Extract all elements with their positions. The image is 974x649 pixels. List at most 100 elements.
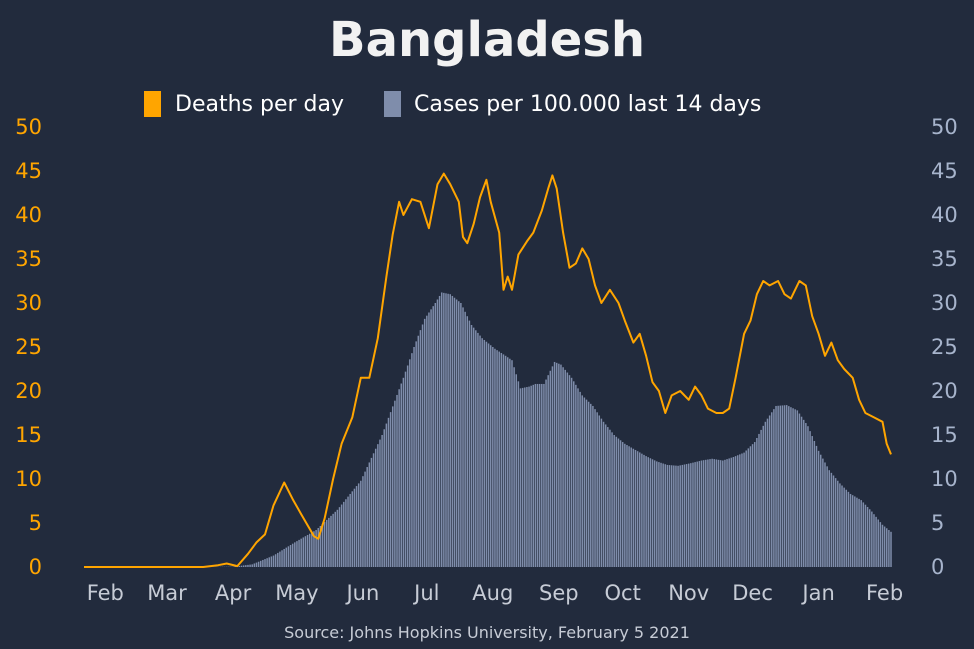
cases-bar (768, 415, 771, 567)
cases-bar (406, 365, 409, 567)
cases-bar (802, 419, 805, 567)
cases-bar (766, 418, 769, 567)
cases-bar (692, 462, 694, 567)
cases-bar (447, 293, 449, 567)
cases-bar (566, 372, 569, 567)
x-axis: Feb Mar Apr May Jun Jul Aug Sep Oct Nov Dec Jan Feb (87, 581, 903, 605)
cases-bar (883, 526, 886, 567)
cases-bar (785, 405, 788, 567)
cases-bar (385, 423, 388, 567)
cases-bar (530, 385, 532, 567)
cases-bar (245, 565, 247, 567)
x-tick-label: Jun (344, 581, 379, 605)
cases-bar (387, 417, 390, 567)
cases-bar (845, 489, 848, 567)
cases-bar (483, 339, 486, 567)
cases-bar (758, 433, 760, 567)
cases-bar (796, 410, 799, 567)
cases-bar (381, 435, 383, 567)
cases-bar (311, 532, 313, 567)
cases-bar (728, 458, 730, 567)
cases-bar (862, 502, 865, 567)
cases-bar (528, 386, 530, 567)
x-tick-label: Sep (539, 581, 579, 605)
cases-bar (877, 519, 879, 567)
cases-bar (719, 460, 722, 567)
cases-bar (596, 412, 598, 567)
cases-bar (881, 524, 884, 567)
cases-bar (464, 311, 466, 567)
cases-bar (851, 495, 854, 567)
cases-bar (653, 460, 656, 567)
cases-bar (513, 367, 515, 567)
cases-bar (843, 487, 845, 567)
cases-bar (449, 294, 451, 567)
cases-bar (760, 429, 762, 567)
cases-bar (819, 454, 822, 567)
cases-bar (370, 457, 373, 567)
cases-bar (805, 423, 807, 567)
cases-bar (564, 369, 566, 567)
cases-bar (430, 309, 432, 567)
cases-bar (813, 440, 816, 567)
cases-bar (815, 445, 818, 567)
cases-bar (666, 464, 669, 567)
right-tick-label: 15 (931, 423, 958, 447)
cases-bar (411, 353, 413, 567)
cases-bar (713, 459, 716, 567)
cases-bar (687, 463, 690, 567)
cases-bar (345, 499, 347, 567)
cases-bar (837, 480, 839, 567)
x-tick-label: Aug (472, 581, 513, 605)
cases-bar (824, 462, 826, 567)
cases-bar (602, 421, 605, 567)
cases-bar (656, 461, 658, 567)
cases-bar (879, 522, 882, 567)
cases-bar (543, 383, 545, 567)
cases-bar (524, 387, 526, 567)
cases-bar (702, 460, 705, 567)
cases-bar (630, 447, 632, 567)
cases-bar (242, 565, 245, 567)
cases-bar (709, 459, 711, 567)
cases-bar (485, 341, 488, 567)
cases-bar (856, 497, 858, 567)
cases-bar (794, 409, 796, 567)
cases-bar (326, 519, 328, 567)
cases-bar (468, 320, 471, 567)
x-tick-label: Mar (147, 581, 187, 605)
left-tick-label: 40 (15, 203, 42, 227)
cases-bar (822, 458, 824, 567)
cases-bar (841, 485, 843, 567)
cases-bar (628, 446, 630, 567)
left-axis: 0 5 10 15 20 25 30 35 40 45 50 (15, 115, 42, 579)
cases-bar (658, 462, 660, 567)
cases-bar (677, 465, 679, 567)
x-tick-label: Jul (412, 581, 439, 605)
left-tick-label: 25 (15, 335, 42, 359)
cases-bar (409, 359, 411, 567)
cases-bar (641, 453, 643, 567)
cases-bar (419, 330, 422, 567)
cases-bar (707, 459, 709, 567)
cases-bar (741, 453, 743, 567)
cases-bar (817, 450, 820, 567)
cases-bar (649, 458, 652, 567)
cases-bar (417, 335, 420, 567)
cases-bar (264, 559, 266, 567)
cases-bar (515, 374, 517, 567)
cases-bar (781, 405, 784, 567)
cases-bar (321, 523, 324, 567)
cases-bar (594, 409, 596, 567)
cases-bar (283, 548, 285, 567)
cases-bar (336, 509, 339, 567)
cases-bar (506, 357, 509, 567)
cases-bar (438, 295, 441, 567)
cases-bar (734, 456, 737, 567)
cases-bar (298, 539, 300, 567)
cases-bar (308, 533, 311, 567)
cases-bar (585, 399, 588, 567)
cases-bar (858, 498, 860, 567)
cases-bar (426, 315, 428, 567)
